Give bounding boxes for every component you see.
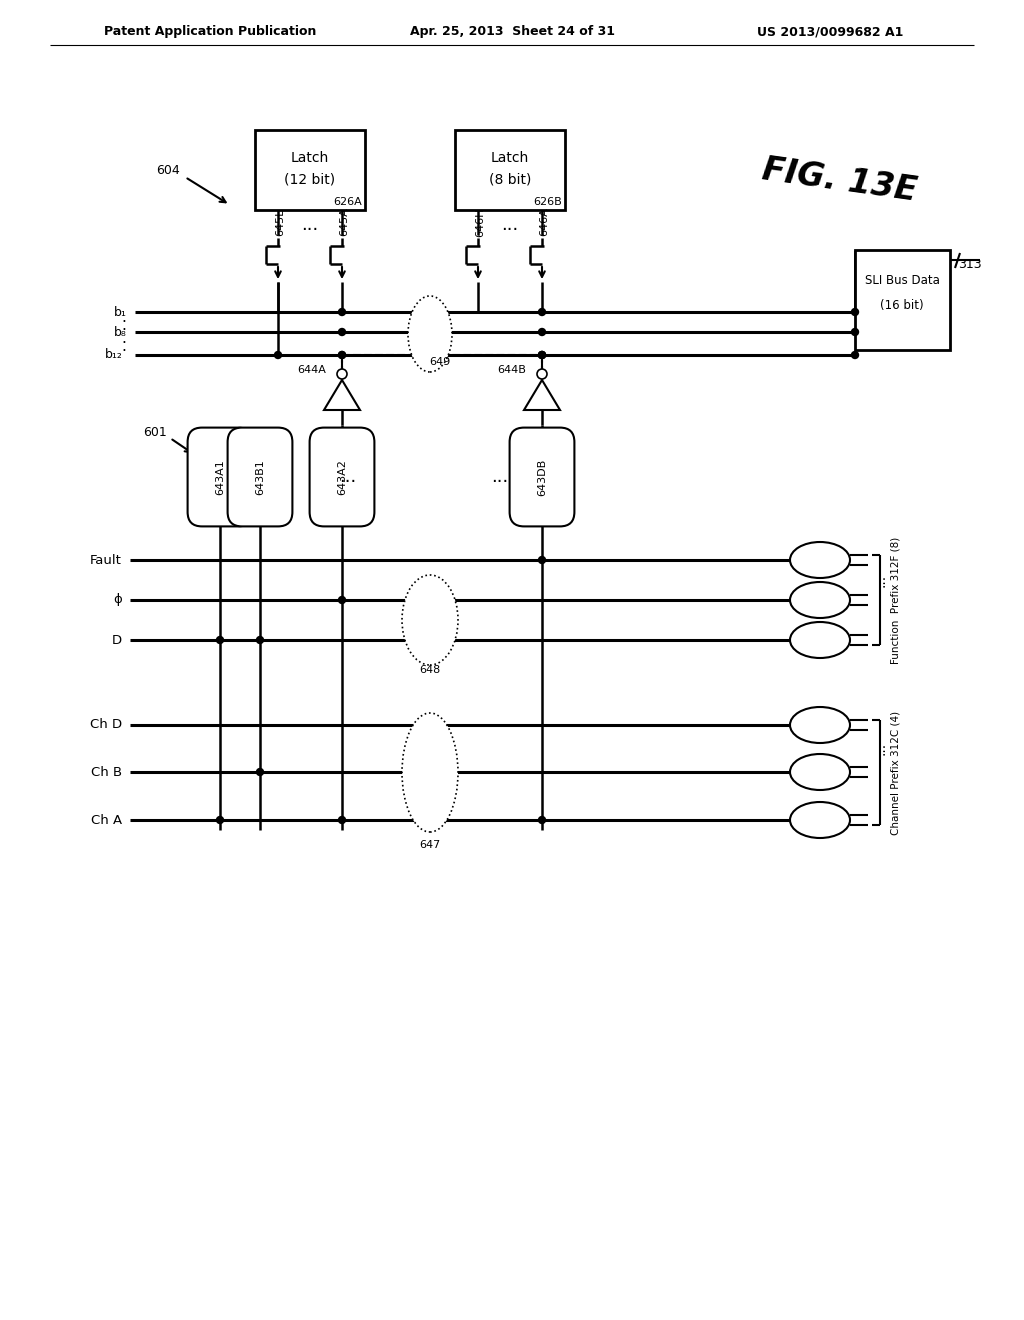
Bar	[455, 129, 565, 210]
Text: (12 bit): (12 bit)	[285, 173, 336, 186]
Ellipse shape	[790, 622, 850, 657]
Text: 646H: 646H	[475, 207, 485, 236]
Text: ...: ...	[339, 469, 356, 486]
Text: ·: ·	[121, 322, 126, 338]
Text: Function  Prefix 312F (8): Function Prefix 312F (8)	[890, 536, 900, 664]
Ellipse shape	[402, 713, 458, 832]
Ellipse shape	[790, 708, 850, 743]
Text: 641A: 641A	[805, 813, 836, 826]
Text: ...: ...	[301, 216, 318, 234]
Text: 645A: 645A	[339, 207, 349, 236]
Text: ·: ·	[121, 314, 126, 330]
Text: 601: 601	[143, 425, 167, 438]
Circle shape	[539, 557, 546, 564]
Ellipse shape	[537, 370, 547, 379]
Ellipse shape	[790, 754, 850, 789]
Text: 643A2: 643A2	[337, 459, 347, 495]
Text: Ch B: Ch B	[91, 766, 122, 779]
Text: ·: ·	[121, 337, 126, 351]
Text: ϕ: ϕ	[114, 594, 122, 606]
Text: 644A: 644A	[298, 366, 327, 375]
Text: 642B: 642B	[805, 594, 836, 606]
Text: b₁: b₁	[114, 305, 127, 318]
Text: Ch A: Ch A	[91, 813, 122, 826]
Text: ...: ...	[502, 216, 518, 234]
Circle shape	[339, 329, 345, 335]
Text: 643B1: 643B1	[255, 459, 265, 495]
Circle shape	[256, 636, 263, 644]
Circle shape	[539, 817, 546, 824]
Circle shape	[339, 351, 345, 359]
Text: 649: 649	[429, 356, 451, 367]
Text: 646A: 646A	[539, 207, 549, 236]
Circle shape	[852, 329, 858, 335]
Bar	[255, 129, 365, 210]
Text: b₁₂: b₁₂	[105, 348, 123, 362]
Text: 626B: 626B	[534, 197, 562, 207]
Text: 313: 313	[958, 259, 982, 272]
Text: ...: ...	[873, 742, 887, 755]
Text: ·: ·	[121, 345, 126, 359]
Text: 643DB: 643DB	[537, 458, 547, 495]
Text: 641B: 641B	[805, 766, 836, 779]
Circle shape	[539, 351, 546, 359]
Text: Ch D: Ch D	[90, 718, 122, 731]
Text: FIG. 13E: FIG. 13E	[761, 153, 920, 207]
Text: Fault: Fault	[90, 553, 122, 566]
Ellipse shape	[790, 582, 850, 618]
Text: 647: 647	[420, 840, 440, 850]
Text: ...: ...	[492, 469, 509, 486]
Text: 644B: 644B	[498, 366, 526, 375]
Polygon shape	[324, 380, 360, 411]
Ellipse shape	[790, 803, 850, 838]
Text: Channel Prefix 312C (4): Channel Prefix 312C (4)	[890, 710, 900, 834]
FancyBboxPatch shape	[227, 428, 293, 527]
Circle shape	[539, 351, 546, 359]
Circle shape	[216, 636, 223, 644]
Text: Patent Application Publication: Patent Application Publication	[103, 25, 316, 38]
Text: 642A: 642A	[805, 634, 836, 647]
Circle shape	[539, 309, 546, 315]
Text: b₈: b₈	[114, 326, 127, 338]
Ellipse shape	[402, 576, 458, 665]
Circle shape	[339, 351, 345, 359]
FancyBboxPatch shape	[187, 428, 252, 527]
Text: US 2013/0099682 A1: US 2013/0099682 A1	[757, 25, 903, 38]
Text: (16 bit): (16 bit)	[881, 298, 924, 312]
Circle shape	[216, 817, 223, 824]
Text: 641D: 641D	[804, 718, 836, 731]
Circle shape	[274, 351, 282, 359]
Circle shape	[256, 768, 263, 776]
FancyBboxPatch shape	[510, 428, 574, 527]
Circle shape	[852, 309, 858, 315]
Text: SLI Bus Data: SLI Bus Data	[864, 273, 939, 286]
Text: 648: 648	[420, 665, 440, 675]
Circle shape	[339, 817, 345, 824]
Circle shape	[539, 351, 546, 359]
Text: Latch: Latch	[291, 150, 329, 165]
Text: 626A: 626A	[333, 197, 362, 207]
Polygon shape	[524, 380, 560, 411]
Text: Apr. 25, 2013  Sheet 24 of 31: Apr. 25, 2013 Sheet 24 of 31	[410, 25, 614, 38]
Text: D: D	[112, 634, 122, 647]
FancyBboxPatch shape	[309, 428, 375, 527]
Ellipse shape	[337, 370, 347, 379]
Circle shape	[539, 329, 546, 335]
Ellipse shape	[408, 296, 452, 372]
Circle shape	[339, 597, 345, 603]
Text: 604: 604	[156, 164, 180, 177]
Text: 643A1: 643A1	[215, 459, 225, 495]
Circle shape	[339, 309, 345, 315]
Text: 645L: 645L	[275, 209, 285, 236]
Bar	[855, 249, 950, 350]
Ellipse shape	[790, 543, 850, 578]
Text: Latch: Latch	[490, 150, 529, 165]
Text: 642H: 642H	[805, 553, 836, 566]
Text: ...: ...	[873, 573, 887, 586]
Text: (8 bit): (8 bit)	[488, 173, 531, 186]
Circle shape	[852, 351, 858, 359]
